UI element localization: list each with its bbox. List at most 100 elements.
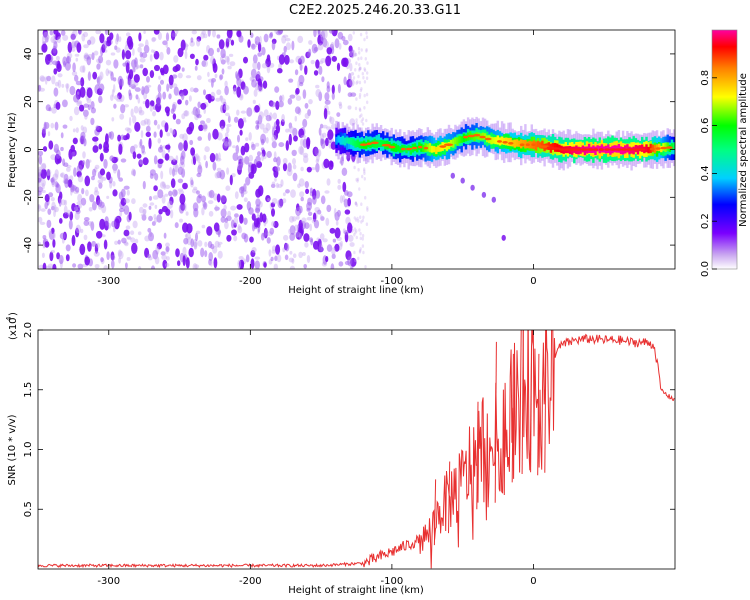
noise-speckle (183, 202, 187, 212)
noise-speckle (346, 191, 353, 198)
y-tick-label: -20 (23, 189, 34, 205)
noise-speckle (357, 219, 360, 223)
noise-speckle (226, 30, 233, 39)
noise-speckle (106, 36, 112, 44)
noise-speckle (40, 178, 46, 187)
noise-speckle (90, 196, 95, 203)
noise-speckle (145, 99, 150, 109)
noise-speckle (338, 103, 343, 110)
noise-speckle (275, 124, 280, 134)
noise-speckle (130, 84, 136, 89)
noise-speckle (185, 99, 189, 106)
noise-speckle (112, 181, 116, 187)
noise-speckle (137, 231, 142, 236)
noise-speckle (130, 237, 136, 243)
noise-speckle (245, 254, 250, 263)
noise-speckle (170, 178, 176, 189)
noise-speckle (135, 63, 139, 70)
noise-speckle (63, 199, 68, 206)
noise-speckle (60, 146, 64, 152)
noise-speckle (292, 253, 297, 258)
ridge-cell (416, 145, 419, 153)
noise-speckle (153, 30, 160, 35)
noise-speckle (309, 223, 313, 232)
noise-speckle (365, 49, 368, 53)
noise-speckle (274, 166, 281, 172)
noise-speckle (44, 241, 50, 248)
noise-speckle (213, 222, 220, 232)
noise-speckle (363, 93, 366, 98)
noise-speckle (255, 142, 260, 147)
noise-speckle (250, 68, 257, 79)
noise-speckle (76, 170, 82, 178)
noise-speckle (198, 161, 202, 168)
snr-scale-exponent: 4 (5, 316, 13, 321)
noise-speckle (127, 39, 134, 50)
noise-speckle (358, 126, 361, 131)
noise-speckle (309, 187, 313, 194)
noise-speckle (145, 131, 151, 138)
noise-speckle (41, 127, 46, 134)
noise-speckle (307, 109, 311, 117)
noise-speckle (111, 117, 115, 122)
noise-speckle (110, 71, 114, 81)
noise-speckle (250, 250, 256, 258)
noise-speckle (161, 149, 166, 158)
noise-speckle (319, 123, 324, 129)
noise-speckle (51, 106, 57, 114)
noise-speckle (189, 40, 195, 47)
noise-speckle (358, 95, 362, 99)
x-tick-label: 0 (530, 576, 536, 587)
noise-speckle (288, 133, 292, 146)
noise-speckle (51, 206, 55, 211)
noise-speckle (288, 122, 293, 129)
noise-speckle (237, 259, 242, 269)
noise-speckle (113, 84, 116, 93)
colorbar-ticks: 0.0 0.2 0.4 0.6 0.8 (700, 70, 717, 277)
noise-speckle (219, 74, 224, 80)
noise-speckle (331, 92, 335, 100)
noise-speckle (277, 183, 283, 188)
noise-speckle (125, 32, 131, 37)
noise-speckle (118, 177, 123, 182)
noise-speckle (322, 124, 328, 129)
noise-speckle (50, 177, 54, 183)
noise-speckle (115, 47, 121, 53)
noise-speckle (164, 193, 169, 197)
noise-speckle (268, 33, 273, 39)
ridge-cell (337, 135, 340, 143)
noise-speckle (207, 78, 214, 83)
y-tick-label: 1.5 (23, 382, 34, 398)
noise-speckle (319, 33, 325, 38)
noise-speckle (244, 142, 250, 153)
secondary-trace (450, 172, 506, 241)
snr-scale-text: (x10 (8, 317, 19, 340)
noise-speckle (214, 73, 218, 78)
noise-speckle (161, 254, 167, 260)
noise-speckle (360, 87, 363, 91)
noise-speckle (341, 167, 348, 176)
noise-speckle (63, 205, 68, 214)
noise-speckle (270, 202, 276, 208)
noise-speckle (191, 30, 197, 35)
noise-speckle (72, 62, 76, 73)
noise-speckle (146, 118, 151, 127)
noise-speckle (304, 65, 308, 75)
noise-speckle (224, 55, 230, 63)
noise-speckle (365, 222, 369, 226)
noise-speckle (153, 214, 157, 219)
noise-speckle (354, 258, 357, 263)
noise-speckle (110, 94, 114, 101)
noise-speckle (50, 197, 55, 202)
spectrogram-y-axis: -40 -20 0 20 40 (23, 48, 675, 253)
noise-speckle (307, 211, 313, 216)
noise-speckle (75, 227, 80, 238)
noise-speckle (300, 138, 304, 147)
noise-speckle (172, 129, 177, 138)
noise-speckle (358, 51, 361, 55)
noise-speckle (133, 74, 140, 83)
noise-speckle (312, 212, 317, 223)
noise-speckle (355, 81, 358, 85)
noise-speckle (158, 75, 161, 80)
noise-speckle (85, 158, 90, 169)
